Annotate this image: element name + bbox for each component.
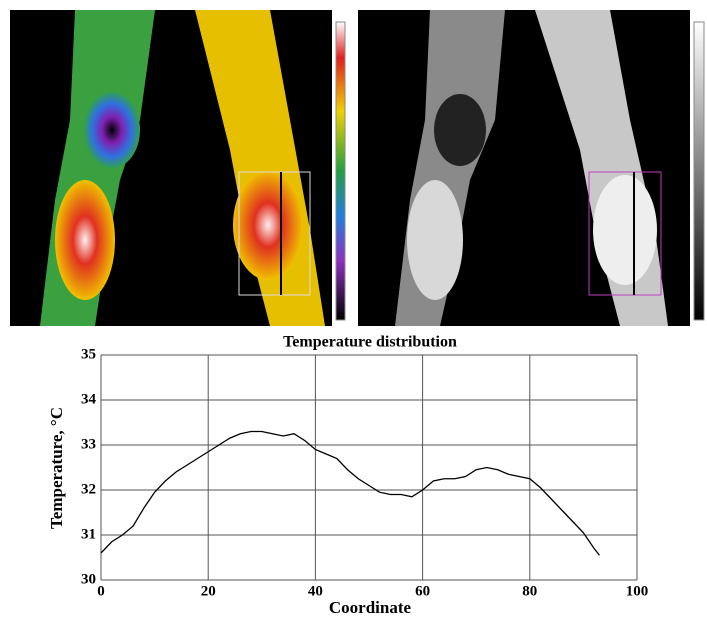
x-tick-label: 100 bbox=[626, 583, 649, 599]
data-line bbox=[101, 432, 599, 556]
grayscale-image bbox=[358, 10, 704, 326]
y-tick-label: 30 bbox=[81, 571, 96, 587]
x-tick-label: 60 bbox=[415, 583, 430, 599]
x-axis-label: Coordinate bbox=[329, 598, 412, 617]
y-tick-label: 33 bbox=[81, 436, 96, 452]
figure: Temperature distribution Coordinate Temp… bbox=[0, 0, 707, 619]
y-tick-label: 34 bbox=[81, 391, 97, 407]
y-tick-label: 35 bbox=[81, 346, 96, 362]
y-axis-label: Temperature, °C bbox=[47, 407, 66, 529]
x-tick-label: 0 bbox=[97, 583, 105, 599]
thermal-image bbox=[10, 10, 345, 326]
y-tick-label: 31 bbox=[81, 526, 96, 542]
y-tick-label: 32 bbox=[81, 481, 96, 497]
chart-title: Temperature distribution bbox=[283, 334, 457, 351]
x-tick-label: 20 bbox=[201, 583, 216, 599]
x-tick-label: 80 bbox=[522, 583, 537, 599]
x-tick-label: 40 bbox=[308, 583, 323, 599]
